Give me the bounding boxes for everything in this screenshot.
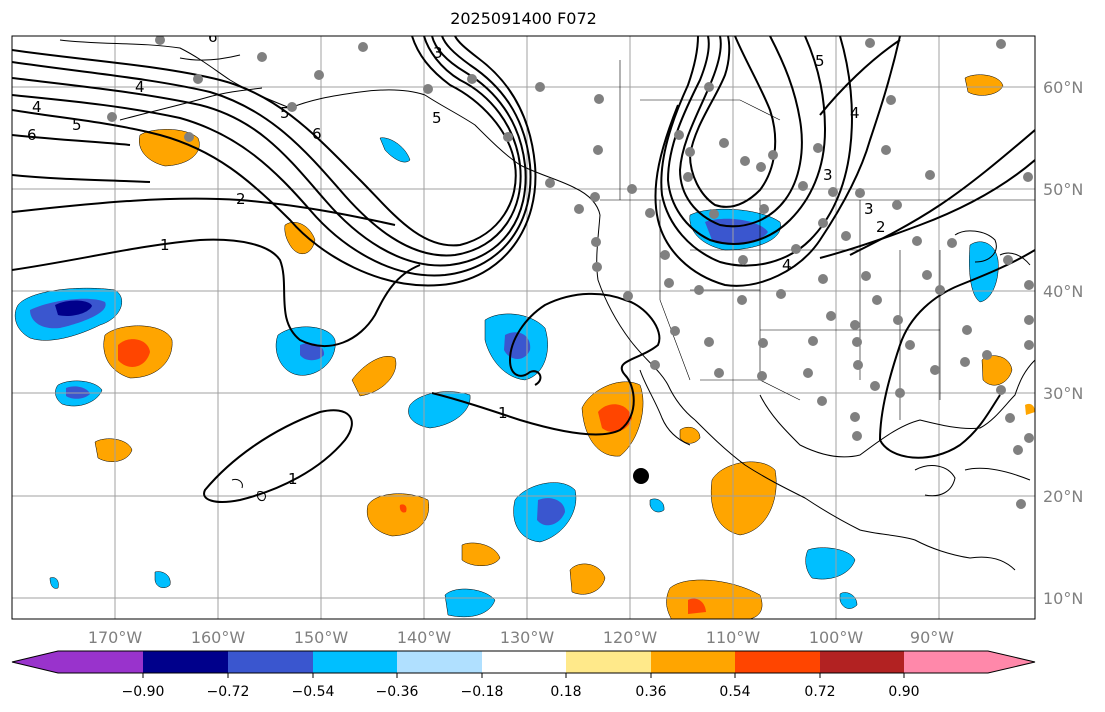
svg-text:140°W: 140°W xyxy=(397,628,452,647)
colorbar-segment xyxy=(651,651,735,673)
longitude-labels: 170°W 160°W 150°W 140°W 130°W 120°W 110°… xyxy=(88,628,954,647)
svg-text:6: 6 xyxy=(208,28,218,46)
svg-text:170°W: 170°W xyxy=(88,628,143,647)
svg-text:120°W: 120°W xyxy=(603,628,658,647)
colorbar-tick: −0.18 xyxy=(461,684,504,700)
svg-text:1: 1 xyxy=(288,470,298,488)
svg-text:3: 3 xyxy=(823,166,833,184)
svg-text:1: 1 xyxy=(498,404,508,422)
svg-text:6: 6 xyxy=(312,125,322,143)
colorbar-tick: −0.90 xyxy=(122,684,165,700)
svg-text:5: 5 xyxy=(432,109,442,127)
location-marker xyxy=(633,468,649,484)
colorbar-tick: 0.72 xyxy=(804,684,835,700)
svg-text:30°N: 30°N xyxy=(1043,384,1083,403)
colorbar-tick: 0.18 xyxy=(550,684,581,700)
svg-text:5: 5 xyxy=(72,116,82,134)
colorbar-tick: 0.90 xyxy=(888,684,919,700)
svg-text:160°W: 160°W xyxy=(191,628,246,647)
svg-text:6: 6 xyxy=(27,126,37,144)
svg-text:110°W: 110°W xyxy=(706,628,761,647)
map-title: 2025091400 F072 xyxy=(450,9,597,28)
station-markers xyxy=(107,36,1034,509)
svg-text:4: 4 xyxy=(32,98,42,116)
colorbar-segment xyxy=(228,651,313,673)
svg-text:5: 5 xyxy=(280,104,290,122)
colorbar-segment xyxy=(904,651,988,673)
svg-text:3: 3 xyxy=(433,44,443,62)
colorbar-segment xyxy=(735,651,820,673)
svg-text:2: 2 xyxy=(876,218,886,236)
svg-text:100°W: 100°W xyxy=(809,628,864,647)
contour-labels: 6 5 4 4 6 5 2 1 1 1 3 5 3 3 2 4 6 5 4 xyxy=(27,28,886,488)
colorbar-extend-low xyxy=(12,651,58,673)
colorbar: −0.90 −0.72 −0.54 −0.36 −0.18 0.18 0.36 … xyxy=(11,650,1036,700)
svg-text:60°N: 60°N xyxy=(1043,78,1083,97)
svg-text:4: 4 xyxy=(782,256,792,274)
colorbar-tick: −0.54 xyxy=(292,684,335,700)
colorbar-tick: 0.54 xyxy=(719,684,750,700)
svg-text:10°N: 10°N xyxy=(1043,589,1083,608)
svg-text:20°N: 20°N xyxy=(1043,487,1083,506)
svg-text:50°N: 50°N xyxy=(1043,180,1083,199)
colorbar-segment xyxy=(566,651,651,673)
svg-text:3: 3 xyxy=(864,200,874,218)
colorbar-segment xyxy=(143,651,228,673)
svg-text:1: 1 xyxy=(160,236,170,254)
svg-text:90°W: 90°W xyxy=(910,628,954,647)
svg-text:130°W: 130°W xyxy=(500,628,555,647)
colorbar-segment xyxy=(397,651,482,673)
colorbar-tick: −0.36 xyxy=(376,684,419,700)
colorbar-segment xyxy=(58,651,143,673)
colorbar-segment xyxy=(820,651,904,673)
colorbar-segment xyxy=(482,651,566,673)
svg-text:4: 4 xyxy=(850,104,860,122)
colorbar-tick: 0.36 xyxy=(635,684,666,700)
svg-text:150°W: 150°W xyxy=(294,628,349,647)
map-border xyxy=(11,35,1036,620)
svg-text:5: 5 xyxy=(815,52,825,70)
colorbar-extend-high xyxy=(988,651,1035,673)
latitude-labels: 60°N 50°N 40°N 30°N 20°N 10°N xyxy=(1043,78,1083,608)
colorbar-tick: −0.72 xyxy=(207,684,250,700)
svg-text:2: 2 xyxy=(236,190,246,208)
svg-text:40°N: 40°N xyxy=(1043,282,1083,301)
colorbar-segment xyxy=(313,651,397,673)
svg-text:4: 4 xyxy=(135,78,145,96)
contour-lines xyxy=(12,36,1035,503)
